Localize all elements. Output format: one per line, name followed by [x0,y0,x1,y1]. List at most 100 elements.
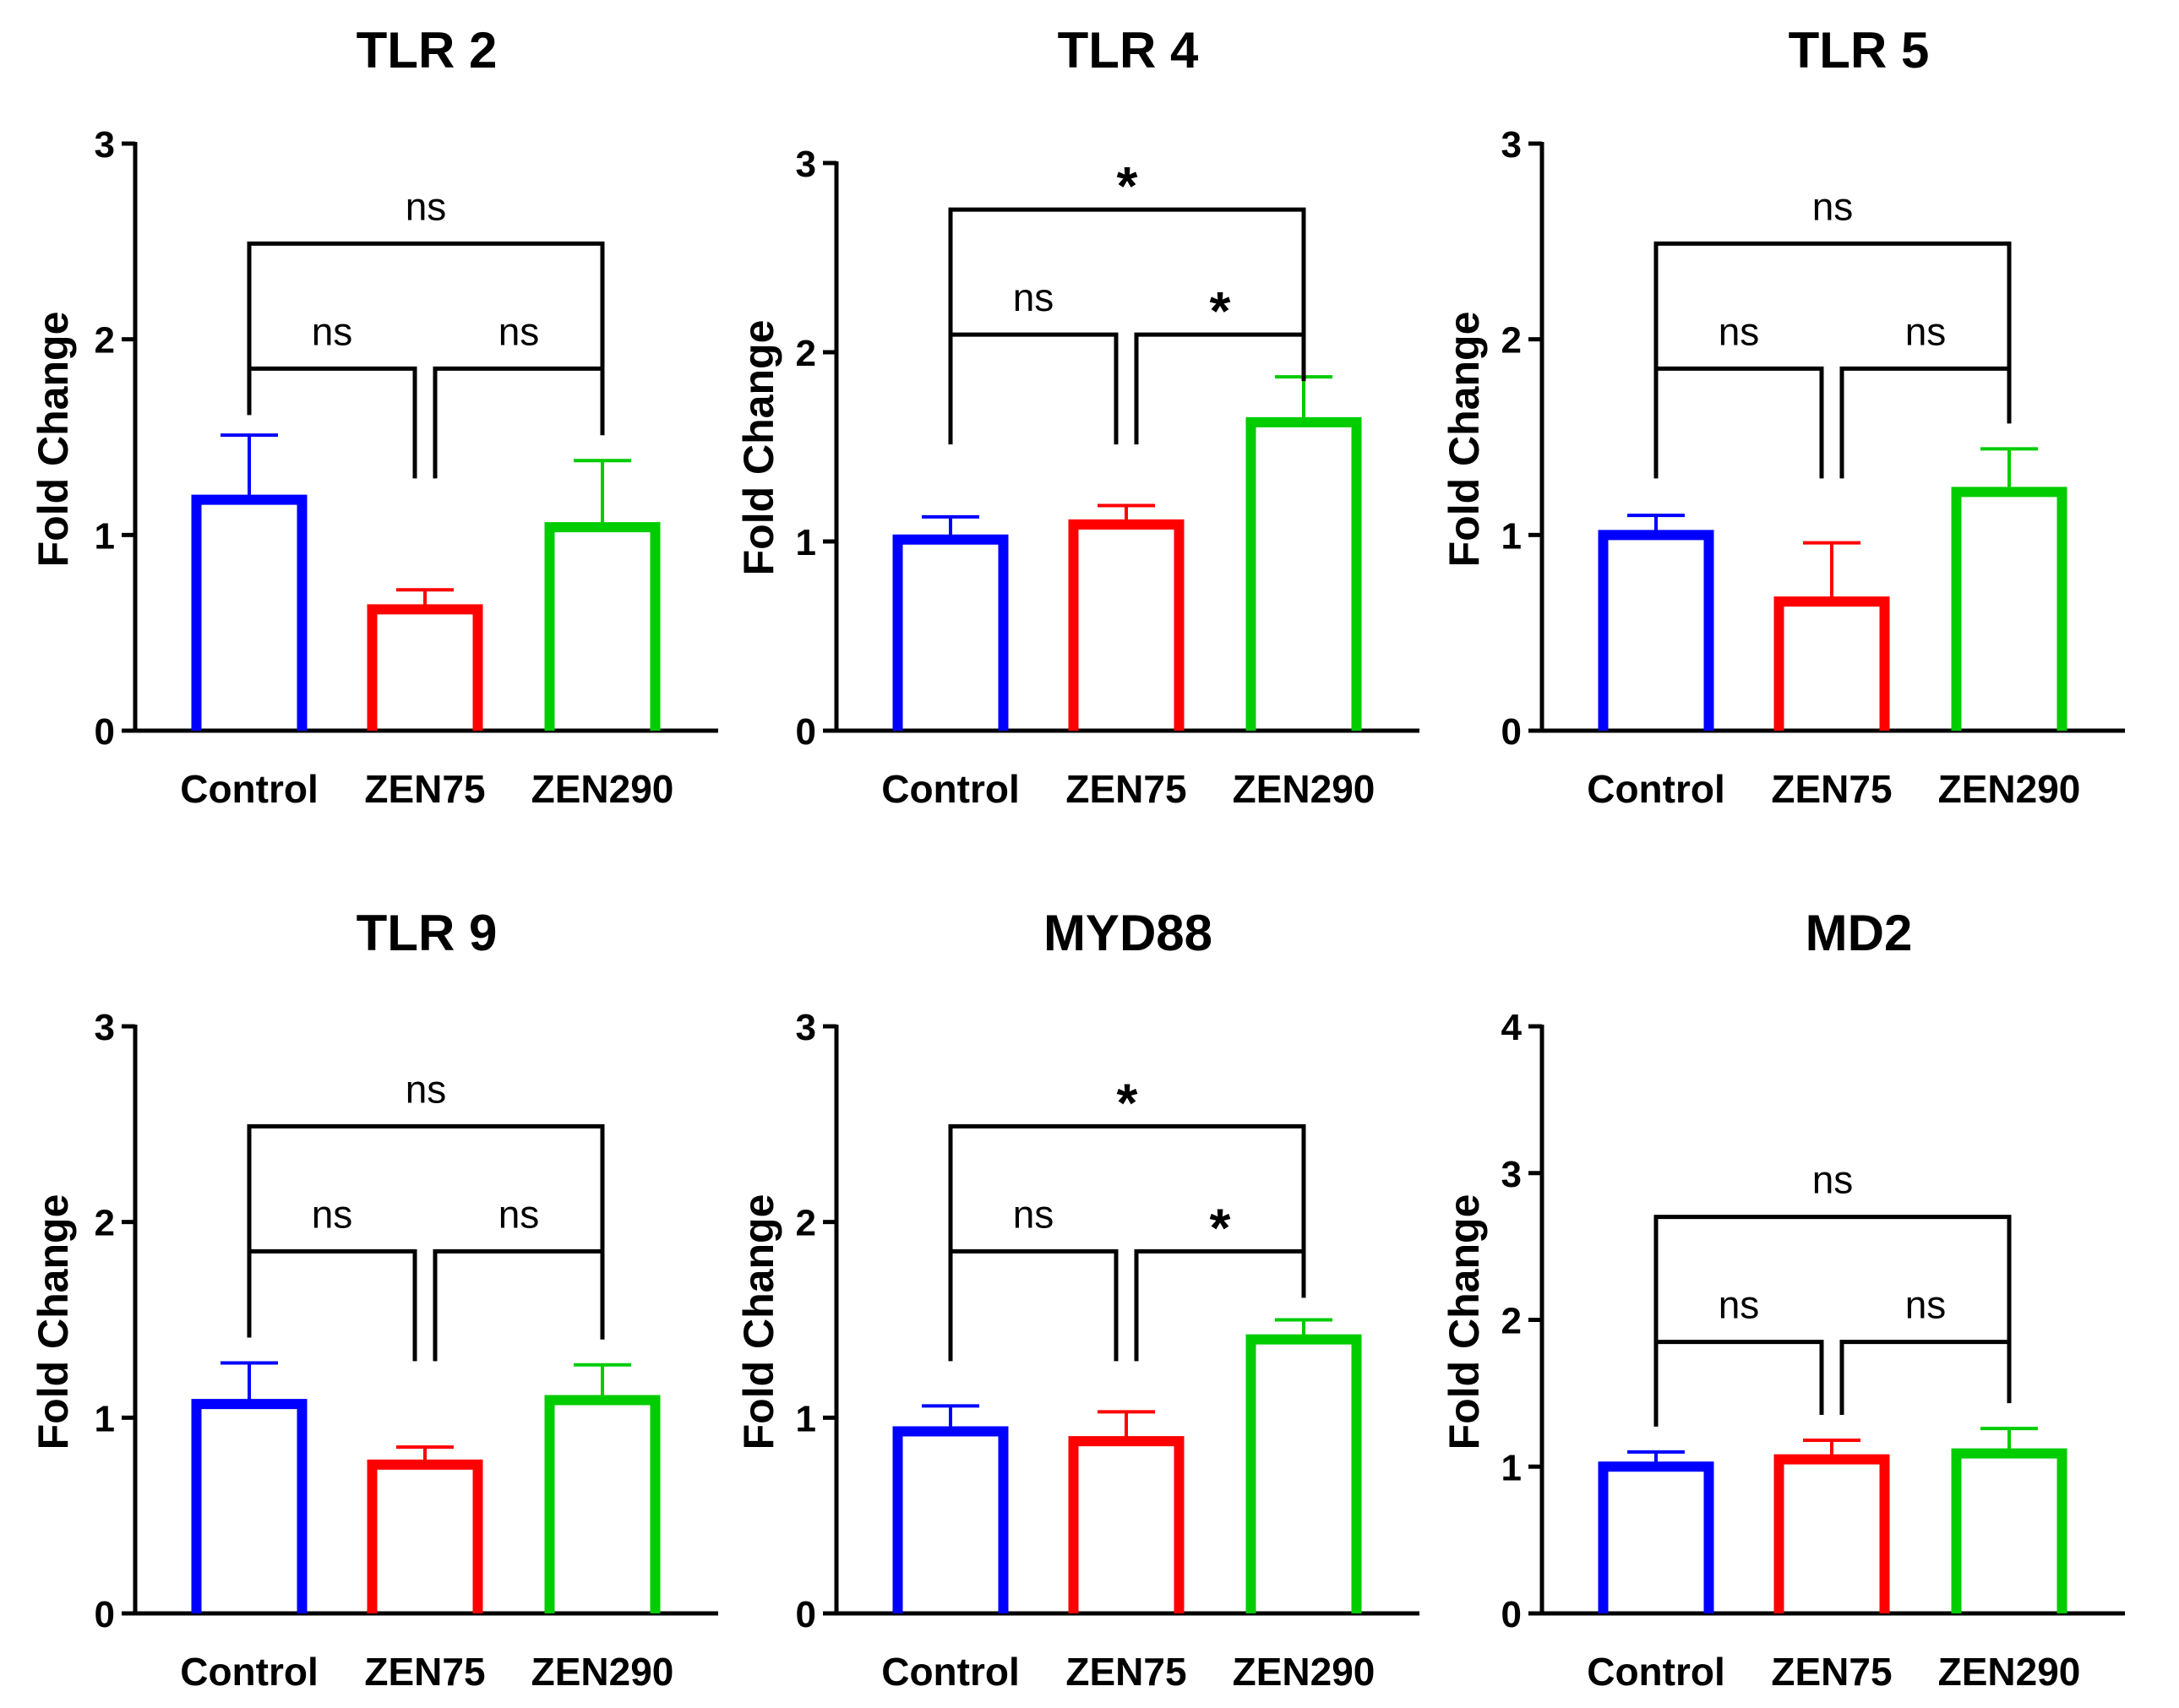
category-label: ZEN75 [1771,767,1892,811]
panel-title: TLR 5 [1789,22,1930,79]
category-label: Control [180,767,319,811]
panel-tlr-5: TLR 5 Fold Change 0 1 2 3 Control ZEN75 ZEN290 ns… [1441,22,2125,811]
y-tick-label: 2 [1501,1301,1522,1342]
significance-bracket [247,1123,605,1298]
y-axis-label: Fold Change [30,312,77,568]
bar-zen290 [1245,1334,1362,1613]
significance-bracket [1134,332,1306,445]
category-label: ZEN290 [1233,767,1375,811]
significance-bracket [433,1248,605,1362]
significance-bracket [247,366,417,479]
significance-label: ns [312,1192,353,1236]
significance-bracket [1653,1215,2012,1389]
significance-bracket [1653,241,2012,416]
significance-bracket [247,241,605,416]
category-label: ZEN75 [364,1650,485,1694]
significance-label: ns [1013,1192,1054,1236]
y-tick-label: 0 [95,711,115,753]
significance-bracket [1839,1340,2012,1415]
significance-label: ns [406,1067,447,1111]
bar-zen75 [1068,1436,1185,1613]
y-tick-label: 0 [95,1594,115,1635]
bar-control [1598,1461,1714,1613]
panel-title: TLR 9 [357,905,498,961]
bar-zen290 [544,522,661,731]
category-label: Control [881,767,1020,811]
y-tick-label: 2 [1501,320,1522,362]
panel-myd88: MYD88 Fold Change 0 1 2 3 Control ZEN75 ZEN290 ns… [735,905,1419,1694]
significance-label: * [1117,1072,1138,1133]
significance-label: ns [1812,1158,1854,1202]
significance-label: ns [498,309,540,353]
y-tick-label: 2 [796,1203,816,1244]
significance-bracket [948,1123,1306,1298]
y-tick-label: 1 [95,515,115,557]
category-label: Control [1587,1650,1725,1694]
y-axis-label: Fold Change [735,320,782,576]
significance-bracket [948,207,1306,382]
significance-label: * [1210,280,1231,341]
panel-title: MD2 [1806,905,1913,961]
y-tick-label: 3 [95,1007,115,1048]
y-tick-label: 2 [95,1203,115,1244]
significance-label: ns [312,309,353,353]
panel-md2: MD2 Fold Change 0 1 2 3 4 Control ZEN75 ZEN290 ns n… [1441,905,2125,1694]
category-label: ZEN75 [1065,767,1186,811]
y-axis-label: Fold Change [735,1194,782,1450]
bar-zen75 [367,604,483,731]
bar-zen290 [1245,416,1362,731]
panel-tlr-2: TLR 2 Fold Change 0 1 2 3 Control ZEN75 ZEN290 ns… [30,22,718,811]
significance-bracket [948,1248,1119,1362]
category-label: ZEN290 [1233,1650,1375,1694]
category-label: Control [881,1650,1020,1694]
significance-label: ns [1905,309,1947,353]
bar-zen75 [367,1459,483,1613]
y-tick-label: 2 [796,333,816,374]
category-label: ZEN75 [1771,1650,1892,1694]
bar-zen290 [544,1395,661,1613]
significance-bracket [1653,366,1824,479]
y-axis-label: Fold Change [1441,1194,1488,1450]
category-label: Control [180,1650,319,1694]
category-label: ZEN290 [531,767,674,811]
y-tick-label: 1 [796,522,816,563]
panel-title: TLR 2 [357,22,498,79]
significance-bracket [1839,366,2012,479]
significance-bracket [1134,1248,1306,1362]
significance-label: ns [1719,1283,1760,1327]
category-label: ZEN290 [1938,1650,2081,1694]
y-tick-label: 0 [1501,1594,1522,1635]
y-tick-label: 0 [1501,711,1522,753]
bar-zen75 [1068,519,1185,731]
significance-label: ns [1812,184,1854,228]
category-label: ZEN75 [1065,1650,1186,1694]
panel-title: TLR 4 [1058,22,1199,79]
y-tick-label: 2 [95,320,115,362]
category-label: ZEN290 [531,1650,674,1694]
significance-label: ns [406,184,447,228]
significance-label: * [1117,155,1138,216]
significance-label: ns [1719,309,1760,353]
y-tick-label: 4 [1501,1007,1523,1048]
y-axis-label: Fold Change [1441,312,1488,568]
bar-control [1598,530,1714,731]
bar-control [892,534,1009,731]
bar-control [191,1399,308,1613]
panel-tlr-9: TLR 9 Fold Change 0 1 2 3 Control ZEN75 ZEN290 ns… [30,905,718,1694]
category-label: ZEN290 [1938,767,2081,811]
bar-zen290 [1951,487,2067,731]
significance-label: ns [498,1192,540,1236]
bar-control [892,1426,1009,1613]
bar-zen290 [1951,1448,2067,1613]
bar-zen75 [1773,1454,1890,1613]
bar-control [191,494,308,731]
y-tick-label: 3 [796,144,816,185]
y-tick-label: 1 [1501,515,1522,557]
y-tick-label: 3 [95,124,115,166]
y-tick-label: 3 [796,1007,816,1048]
significance-bracket [948,332,1119,445]
y-tick-label: 3 [1501,124,1522,166]
panel-title: MYD88 [1043,905,1212,961]
